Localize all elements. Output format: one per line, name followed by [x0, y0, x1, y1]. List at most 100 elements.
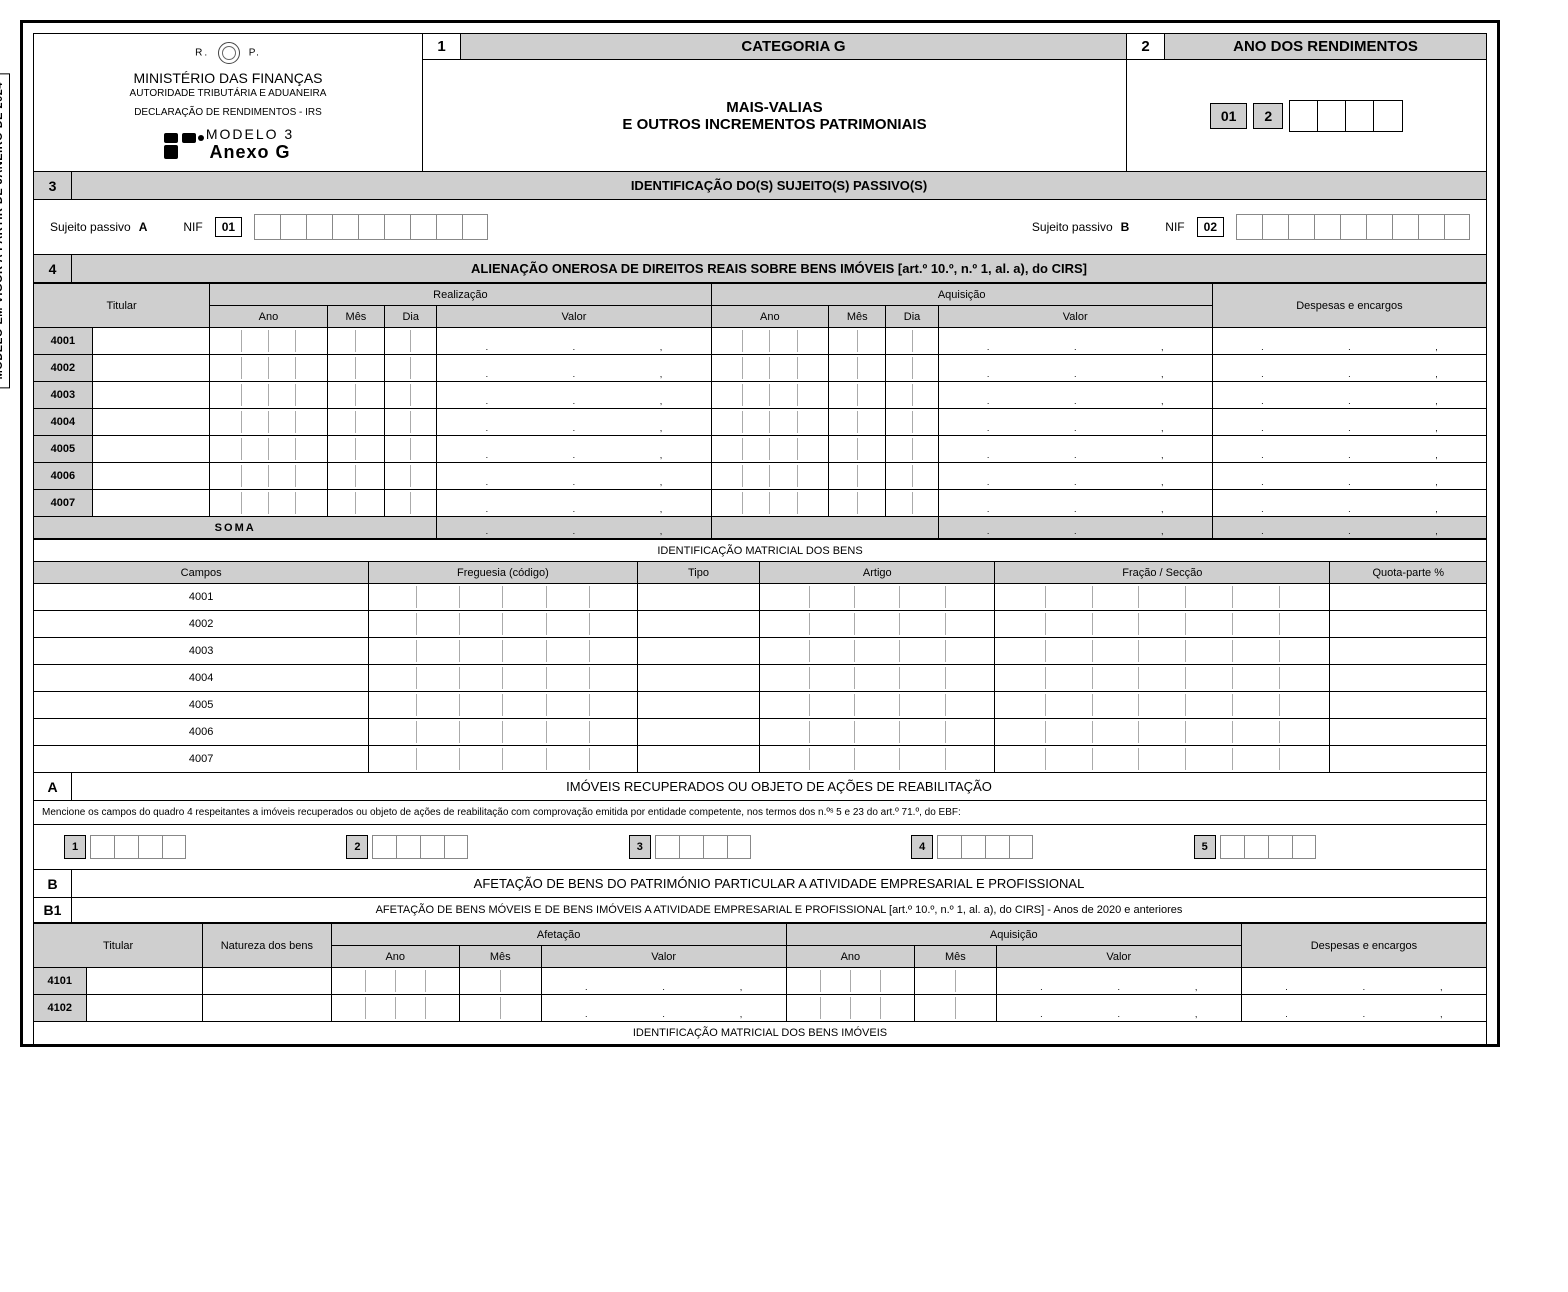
th-freg: Freguesia (código): [369, 562, 637, 584]
section-B1-head: B1 AFETAÇÃO DE BENS MÓVEIS E DE BENS IMÓ…: [33, 898, 1487, 923]
th-ano1: Ano: [210, 306, 327, 328]
th-art: Artigo: [760, 562, 995, 584]
nif-b-code: 02: [1197, 217, 1224, 237]
b1-val1: Valor: [541, 946, 786, 968]
model: MODELO 3: [206, 126, 294, 142]
anexo: Anexo G: [206, 142, 294, 163]
table-B1: Titular Natureza dos bens Afetação Aquis…: [33, 923, 1487, 1044]
box1-line2: E OUTROS INCREMENTOS PATRIMONIAIS: [622, 116, 926, 133]
table-row[interactable]: 4004 .., .., ..,: [34, 409, 1487, 436]
section-3-head: 3 IDENTIFICAÇÃO DO(S) SUJEITO(S) PASSIVO…: [33, 172, 1487, 200]
table-4-main: Titular Realização Aquisição Despesas e …: [33, 283, 1487, 539]
nif-row: Sujeito passivo A NIF 01 Sujeito passivo…: [33, 200, 1487, 255]
soma-val3: ..,: [1212, 517, 1486, 539]
th-val1: Valor: [437, 306, 711, 328]
th-mes2: Mês: [829, 306, 886, 328]
s3-title: IDENTIFICAÇÃO DO(S) SUJEITO(S) PASSIVO(S…: [72, 172, 1486, 199]
box2-title: ANO DOS RENDIMENTOS: [1165, 34, 1486, 59]
b1-ano2: Ano: [786, 946, 914, 968]
th-val2: Valor: [938, 306, 1212, 328]
th-real: Realização: [210, 284, 711, 306]
form-page: MODELO EM VIGOR A PARTIR DE JANEIRO DE 2…: [20, 20, 1500, 1047]
th-mes1: Mês: [327, 306, 384, 328]
field-group[interactable]: 1: [64, 835, 186, 859]
sB-title: AFETAÇÃO DE BENS DO PATRIMÓNIO PARTICULA…: [72, 870, 1486, 897]
th-dia2: Dia: [886, 306, 938, 328]
th-quota: Quota-parte %: [1330, 562, 1487, 584]
table-row[interactable]: 4006: [34, 719, 1487, 746]
box1-num: 1: [423, 34, 461, 59]
nif-b-lbl: NIF: [1165, 220, 1184, 234]
nif-a-lbl: NIF: [183, 220, 202, 234]
th-desp: Despesas e encargos: [1212, 284, 1486, 328]
b1-val2: Valor: [996, 946, 1241, 968]
top-row: R. P. MINISTÉRIO DAS FINANÇAS AUTORIDADE…: [33, 33, 1487, 172]
sB1-num: B1: [34, 898, 72, 922]
table-row[interactable]: 4005 .., .., ..,: [34, 436, 1487, 463]
emblem-icon: [218, 42, 240, 64]
table-row[interactable]: 4101 .., .., ..,: [34, 968, 1487, 995]
section-A-head: A IMÓVEIS RECUPERADOS OU OBJETO DE AÇÕES…: [33, 773, 1487, 801]
s4-num: 4: [34, 255, 72, 282]
field-group[interactable]: 4: [911, 835, 1033, 859]
table-row[interactable]: 4102 .., .., ..,: [34, 995, 1487, 1022]
field-group[interactable]: 2: [346, 835, 468, 859]
box2-num: 2: [1127, 34, 1165, 59]
table-row[interactable]: 4002 .., .., ..,: [34, 355, 1487, 382]
sB1-title: AFETAÇÃO DE BENS MÓVEIS E DE BENS IMÓVEI…: [72, 898, 1486, 922]
box-1: 1 CATEGORIA G MAIS-VALIAS E OUTROS INCRE…: [423, 33, 1127, 172]
table-row[interactable]: 4001 .., .., ..,: [34, 328, 1487, 355]
ministry: MINISTÉRIO DAS FINANÇAS: [38, 70, 418, 86]
side-label: MODELO EM VIGOR A PARTIR DE JANEIRO DE 2…: [0, 73, 10, 388]
box2-pill2: 2: [1253, 103, 1283, 129]
table-row[interactable]: 4003 .., .., ..,: [34, 382, 1487, 409]
b1-desp: Despesas e encargos: [1241, 924, 1486, 968]
rp-r: R.: [195, 48, 209, 59]
sA-inputs: 1 2 3 4 5: [33, 825, 1487, 870]
s3-num: 3: [34, 172, 72, 199]
box-2: 2 ANO DOS RENDIMENTOS 01 2: [1127, 33, 1487, 172]
table-row[interactable]: 4007: [34, 746, 1487, 773]
th-frac: Fração / Secção: [995, 562, 1330, 584]
b1-idmat: IDENTIFICAÇÃO MATRICIAL DOS BENS IMÓVEIS: [34, 1022, 1487, 1044]
sp-b-b: B: [1121, 220, 1130, 234]
soma-val2: ..,: [938, 517, 1212, 539]
authority: AUTORIDADE TRIBUTÁRIA E ADUANEIRA: [38, 88, 418, 99]
nif-b-cells[interactable]: [1236, 214, 1470, 240]
table-row[interactable]: 4004: [34, 665, 1487, 692]
sp-a-lbl: Sujeito passivo: [50, 220, 131, 234]
declaration: DECLARAÇÃO DE RENDIMENTOS - IRS: [38, 107, 418, 118]
logo-box: R. P. MINISTÉRIO DAS FINANÇAS AUTORIDADE…: [33, 33, 423, 172]
box1-title: CATEGORIA G: [461, 34, 1126, 59]
model-icon: [162, 131, 198, 159]
box2-pill1: 01: [1210, 103, 1248, 129]
table-row[interactable]: 4001: [34, 584, 1487, 611]
b1-ano1: Ano: [331, 946, 459, 968]
th-tipo: Tipo: [637, 562, 760, 584]
b1-mes2: Mês: [915, 946, 997, 968]
b1-nat: Natureza dos bens: [203, 924, 331, 968]
th-aqui: Aquisição: [711, 284, 1212, 306]
b1-aqui: Aquisição: [786, 924, 1241, 946]
year-cells[interactable]: [1289, 100, 1403, 132]
box1-line1: MAIS-VALIAS: [726, 99, 822, 116]
field-group[interactable]: 5: [1194, 835, 1316, 859]
table-row[interactable]: 4007 .., .., ..,: [34, 490, 1487, 517]
soma-val1: ..,: [437, 517, 711, 539]
rp-p: P.: [249, 48, 261, 59]
s4-title: ALIENAÇÃO ONEROSA DE DIREITOS REAIS SOBR…: [72, 255, 1486, 282]
sp-a-b: A: [139, 220, 148, 234]
b1-mes1: Mês: [459, 946, 541, 968]
table-row[interactable]: 4002: [34, 611, 1487, 638]
table-row[interactable]: 4006 .., .., ..,: [34, 463, 1487, 490]
table-row[interactable]: 4005: [34, 692, 1487, 719]
sB-num: B: [34, 870, 72, 897]
b1-tit: Titular: [34, 924, 203, 968]
table-row[interactable]: 4003: [34, 638, 1487, 665]
nif-a-cells[interactable]: [254, 214, 488, 240]
field-group[interactable]: 3: [629, 835, 751, 859]
section-4-head: 4 ALIENAÇÃO ONEROSA DE DIREITOS REAIS SO…: [33, 255, 1487, 283]
sp-b-lbl: Sujeito passivo: [1032, 220, 1113, 234]
sA-note: Mencione os campos do quadro 4 respeitan…: [33, 801, 1487, 825]
idmat-hdr: IDENTIFICAÇÃO MATRICIAL DOS BENS: [34, 540, 1487, 562]
